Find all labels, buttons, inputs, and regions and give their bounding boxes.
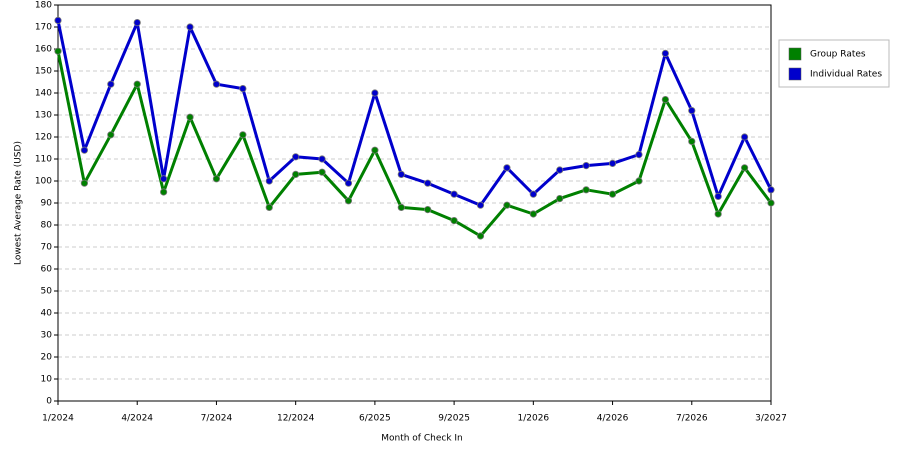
data-point — [318, 155, 326, 163]
data-point — [133, 80, 141, 88]
data-point — [186, 113, 194, 121]
y-tick-label: 50 — [41, 287, 53, 297]
y-tick-label: 150 — [35, 67, 52, 77]
data-point — [212, 80, 221, 88]
data-point — [239, 131, 247, 139]
data-point — [133, 18, 141, 27]
y-tick-label: 40 — [41, 309, 53, 319]
x-tick-label: 1/2026 — [517, 414, 549, 424]
data-point — [661, 96, 669, 104]
data-point — [371, 89, 379, 97]
data-point — [344, 197, 353, 205]
data-point — [160, 188, 168, 196]
data-point — [740, 164, 749, 172]
data-point — [582, 186, 590, 194]
x-tick-label: 7/2024 — [201, 414, 233, 424]
x-tick-label: 4/2026 — [597, 414, 629, 424]
y-tick-label: 80 — [41, 221, 53, 231]
data-point — [714, 192, 722, 200]
data-point — [476, 232, 485, 240]
data-point — [661, 49, 669, 58]
data-point — [529, 190, 537, 198]
series-line — [56, 20, 773, 207]
data-point — [397, 203, 405, 211]
x-tick-label: 9/2025 — [438, 414, 470, 424]
y-tick-label: 100 — [35, 177, 52, 187]
data-point — [212, 175, 221, 183]
x-tick-label: 7/2026 — [676, 414, 708, 424]
data-point — [424, 179, 432, 187]
data-point — [292, 153, 300, 161]
y-tick-label: 70 — [41, 243, 53, 253]
x-axis-title: Month of Check In — [381, 434, 463, 444]
data-point — [397, 170, 405, 178]
y-tick-label: 30 — [41, 331, 53, 341]
data-point — [186, 23, 194, 31]
legend-swatch — [788, 67, 802, 81]
data-point — [107, 131, 115, 139]
data-point — [54, 47, 62, 55]
data-point — [450, 217, 458, 225]
data-point — [503, 164, 511, 172]
data-point — [767, 199, 775, 207]
data-point — [239, 85, 247, 93]
data-point — [265, 203, 273, 211]
x-tick-label: 6/2025 — [359, 414, 391, 424]
y-tick-label: 60 — [41, 265, 53, 275]
data-point — [450, 190, 458, 198]
y-tick-label: 20 — [41, 353, 53, 363]
y-tick-label: 120 — [35, 133, 52, 143]
data-point — [344, 179, 353, 187]
data-point — [80, 146, 89, 154]
x-tick-label: 4/2024 — [121, 414, 153, 424]
y-axis-title: Lowest Average Rate (USD) — [14, 141, 24, 265]
data-point — [688, 137, 696, 145]
data-point — [688, 107, 696, 115]
data-point — [635, 151, 643, 159]
y-tick-label: 130 — [35, 111, 52, 121]
data-point — [424, 206, 432, 214]
y-tick-label: 90 — [41, 199, 53, 209]
x-tick-label: 1/2024 — [42, 414, 74, 424]
x-tick-label: 12/2024 — [277, 414, 315, 424]
data-point — [292, 170, 300, 178]
data-point — [371, 146, 379, 154]
data-point — [556, 195, 564, 203]
y-tick-label: 170 — [35, 23, 52, 33]
data-point — [160, 175, 168, 183]
data-point — [80, 179, 89, 187]
data-point — [608, 190, 617, 198]
data-point — [476, 201, 485, 209]
legend-label: Group Rates — [810, 50, 866, 60]
series-line — [56, 50, 773, 238]
y-tick-label: 180 — [35, 1, 52, 11]
y-tick-label: 0 — [46, 397, 52, 407]
data-point — [767, 186, 775, 194]
data-point — [318, 168, 326, 176]
data-point — [54, 16, 62, 24]
y-tick-label: 140 — [35, 89, 52, 99]
data-point — [529, 210, 537, 218]
data-point — [556, 166, 564, 174]
legend-label: Individual Rates — [810, 70, 882, 80]
data-point — [503, 201, 511, 209]
x-tick-label: 3/2027 — [755, 414, 787, 424]
data-point — [265, 177, 273, 185]
data-point — [582, 162, 590, 170]
y-tick-label: 110 — [35, 155, 52, 165]
y-tick-label: 160 — [35, 45, 52, 55]
data-point — [714, 210, 722, 218]
legend-swatch — [788, 47, 802, 61]
data-point — [740, 133, 749, 141]
y-tick-label: 10 — [41, 375, 53, 385]
data-point — [635, 177, 643, 185]
data-point — [107, 80, 115, 88]
data-point — [608, 159, 617, 167]
